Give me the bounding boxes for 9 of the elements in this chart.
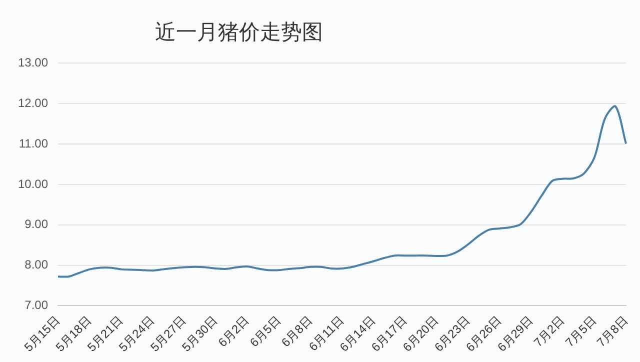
line-series <box>57 105 627 278</box>
y-tick-label: 8.00 <box>24 258 48 272</box>
y-tick-label: 10.00 <box>18 176 48 191</box>
y-tick-label: 11.00 <box>18 136 48 150</box>
y-tick-label: 7.00 <box>24 298 48 312</box>
y-tick-label: 9.00 <box>24 217 48 232</box>
chart-title: 近一月猪价走势图 <box>155 19 323 46</box>
y-tick-label: 12.00 <box>18 96 48 110</box>
y-tick-label: 13.00 <box>18 56 48 70</box>
